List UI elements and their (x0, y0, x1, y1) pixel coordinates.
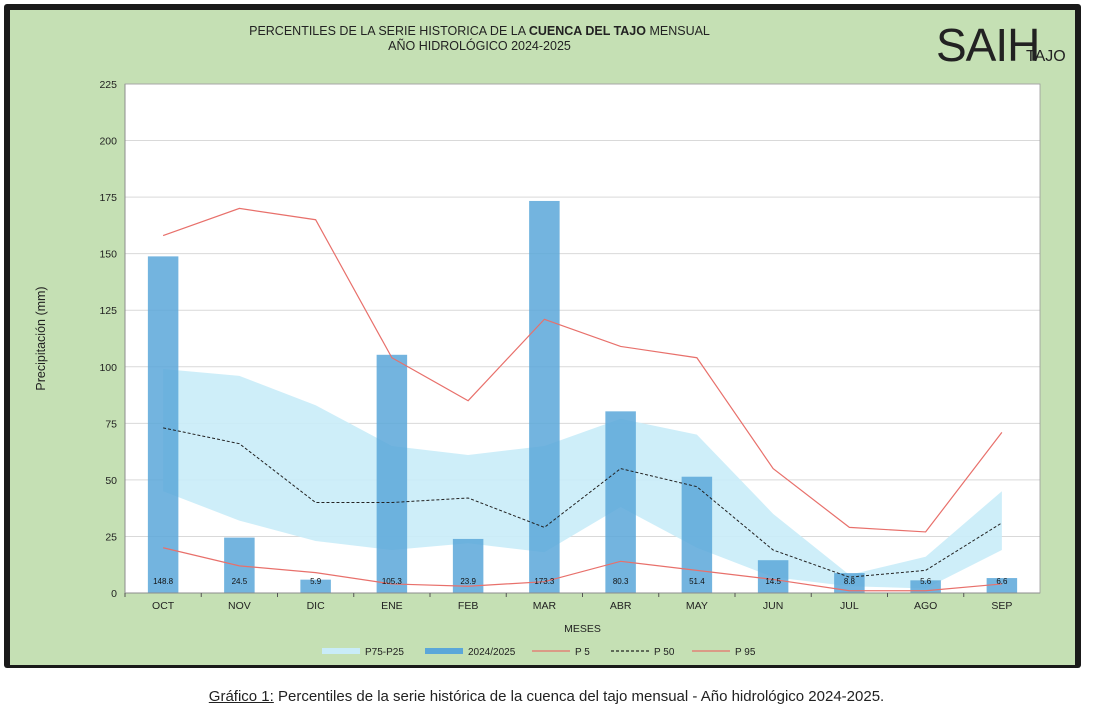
bar-value-label: 5.6 (920, 577, 932, 586)
bar-ene (376, 354, 408, 593)
line-p5 (162, 547, 1002, 592)
bar-value-label: 6.6 (996, 577, 1008, 586)
y-tick-label: 200 (99, 136, 117, 148)
bar-value-label: 8.8 (844, 577, 856, 586)
logo-sub: TAJO (1026, 48, 1066, 65)
bar-oct (147, 256, 179, 593)
chart-title: PERCENTILES DE LA SERIE HISTORICA DE LA … (0, 24, 959, 54)
bar-jun (757, 560, 789, 593)
bar-value-label: 5.9 (310, 577, 322, 586)
legend-label: P 5 (575, 647, 590, 658)
x-tick-label: NOV (228, 600, 251, 612)
y-axis-title: Precipitación (mm) (34, 286, 48, 390)
x-tick-label: JUL (840, 600, 859, 612)
logo-main: SAIH (936, 19, 1040, 71)
bar-value-label: 24.5 (232, 577, 248, 586)
title-part: MENSUAL (645, 24, 710, 38)
bar-value-label: 148.8 (153, 577, 174, 586)
title-part: PERCENTILES DE LA SERIE HISTORICA DE LA (249, 24, 529, 38)
legend-swatch-bar (425, 648, 463, 654)
chart-title-line2: AÑO HIDROLÓGICO 2024-2025 (388, 39, 571, 53)
line-p95 (162, 207, 1003, 533)
bar-jul (834, 573, 865, 593)
x-axis-title: MESES (564, 623, 601, 635)
bar-feb (452, 538, 484, 593)
caption-text: Percentiles de la serie histórica de la … (273, 688, 885, 705)
bar-value-label: 14.5 (765, 577, 781, 586)
saih-tajo-logo: SAIH TAJO (936, 20, 1066, 70)
legend-item-p95: P 95 (692, 647, 756, 658)
legend-item-p5: P 5 (532, 647, 590, 658)
chart-title-line1: PERCENTILES DE LA SERIE HISTORICA DE LA … (0, 24, 959, 39)
bar-value-label: 105.3 (382, 577, 403, 586)
y-tick-label: 100 (99, 362, 117, 374)
x-tick-label: DIC (307, 600, 326, 612)
title-basin: CUENCA DEL TAJO (528, 24, 646, 38)
y-tick-label: 0 (111, 588, 117, 600)
legend-item-band: P75-P25 (322, 647, 404, 658)
legend-swatch-band (322, 648, 360, 654)
bar-abr (605, 411, 636, 593)
legend-label: P 50 (654, 647, 675, 658)
legend-item-p50: P 50 (611, 647, 675, 658)
y-tick-label: 150 (99, 249, 117, 261)
x-tick-label: MAY (686, 600, 708, 612)
legend-label: 2024/2025 (468, 647, 516, 658)
legend-label: P75-P25 (365, 647, 404, 658)
legend-item-bar: 2024/2025 (425, 647, 516, 658)
bar-value-label: 173.3 (534, 577, 555, 586)
x-tick-label: AGO (914, 600, 937, 612)
bar-value-label: 80.3 (613, 577, 629, 586)
bar-value-label: 23.9 (460, 577, 476, 586)
caption-label: Gráfico 1: (208, 688, 274, 705)
x-tick-label: OCT (152, 600, 175, 612)
y-tick-label: 50 (105, 475, 117, 487)
figure-caption: Gráfico 1: Percentiles de la serie histó… (0, 688, 1093, 705)
x-tick-label: FEB (458, 600, 478, 612)
x-tick-label: ENE (381, 600, 403, 612)
legend-label: P 95 (735, 647, 756, 658)
y-tick-label: 125 (99, 305, 117, 317)
x-tick-label: SEP (991, 600, 1012, 612)
x-tick-label: JUN (763, 600, 783, 612)
y-tick-label: 175 (99, 192, 117, 204)
bar-dic (300, 579, 331, 593)
bar-may (681, 476, 713, 593)
y-tick-label: 75 (105, 418, 117, 430)
bar-sep (986, 578, 1018, 593)
bar-value-label: 51.4 (689, 577, 705, 586)
y-tick-label: 225 (99, 79, 117, 91)
x-tick-label: ABR (610, 600, 632, 612)
band-p75-p25 (163, 369, 1002, 589)
x-tick-label: MAR (533, 600, 557, 612)
line-p50 (163, 427, 1003, 578)
bar-mar (529, 200, 560, 593)
y-tick-label: 25 (105, 531, 117, 543)
